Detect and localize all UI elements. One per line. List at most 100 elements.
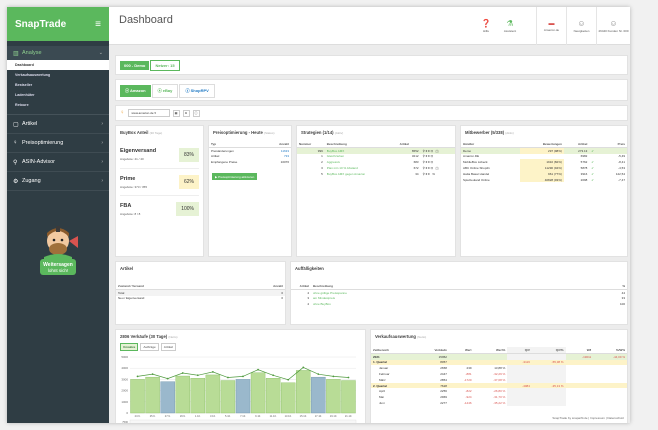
activate-price-opt-button[interactable]: ▶ Preisoptimierung aktivieren [212,173,258,181]
table-row[interactable]: März 2854 -1720 -37,68 % [371,376,627,383]
table-row[interactable]: Amazon.DE 6982 -5,49 [461,154,627,160]
trend-point[interactable] [166,377,169,380]
plan-netzer-tab[interactable]: Netzer: 15 [150,60,180,71]
nav-item-retoure[interactable]: Retoure [15,103,29,107]
trend-point[interactable] [257,368,259,371]
row-actions[interactable]: ⚲ € € ⛭ [422,154,434,159]
nav-item-ladenhueter[interactable]: Ladenhüter [15,93,35,97]
table-row[interactable]: Juni 2277 -1446 -35,22 % [371,400,627,406]
cell-val: -1720 [463,377,472,382]
plan-demo-tab[interactable]: 000 - Demo [120,61,150,70]
assistant-button[interactable]: ⚗ Assistent [498,7,522,45]
row-actions[interactable]: ⚲ € € ⛭ ⓘ [422,166,439,171]
nav-group-artikel[interactable]: ▢ Artikel › [7,115,109,134]
trend-point[interactable] [317,373,320,376]
domain-copy-icon[interactable]: ⧉ [182,109,190,117]
nav-group-analyse[interactable]: ▥ Analyse ⌄ [7,46,109,60]
nav-group-asin-advisor[interactable]: ⚲ ASIN-Advisor › [7,153,109,172]
table-row[interactable]: Januar 2658 239 13,88 % [371,365,627,372]
nav-item-bestseller[interactable]: Bestseller [15,83,33,87]
trend-point[interactable] [196,374,199,377]
account-button[interactable]: ☺ 26440 Kunden Nr. 000 [596,7,630,45]
table-row[interactable]: Spielzeuland Online 40828 (93%) 2098 ✔ -7,47 [461,176,627,183]
chart-bar[interactable] [311,376,326,414]
row-actions[interactable]: ⚲ € € ⛭ ⓘ [422,148,439,153]
table-row[interactable]: Demo 297 (98%) 273.13 ✔ [461,147,627,154]
chart-bar[interactable] [265,378,281,414]
table-row[interactable]: Februar 2447 -881 -32,29 % [371,371,627,377]
domain-info-icon[interactable]: ⓘ [192,109,200,117]
chart-bar[interactable] [160,381,175,414]
chart-bar[interactable] [130,379,145,414]
trend-point[interactable] [211,371,214,373]
chart-bar[interactable] [235,379,251,414]
table-row[interactable]: 3 am Mindestpreis 33 [291,296,627,302]
cell-anzahl[interactable]: 733 [283,154,289,159]
table-row[interactable]: 4 ohne gültige Preisspanne 44 [291,289,627,295]
chart-bar[interactable] [280,382,296,414]
chevron-down-icon: ⌄ [98,50,103,56]
trend-point[interactable] [227,376,229,379]
trend-point[interactable] [181,372,184,374]
marketplace-shop-tab[interactable]: ⓢ ShopRPV [179,84,215,98]
trend-point[interactable] [151,373,154,376]
table-row[interactable]: April 2256 -822 -26,80 % [371,388,627,395]
marketplace-ebay-tab[interactable]: ⓔ eBay [151,84,179,98]
trend-point[interactable] [302,366,305,369]
help-button[interactable]: ❓ Hilfe [474,7,498,45]
marketplace-amazon-tab[interactable]: ⓐ Amazon [120,85,151,97]
cell-anzahl[interactable]: 11633 [280,148,289,153]
table-row[interactable]: 1 Gleichziehen 3212 ⚲ € € ⛭ [297,154,455,160]
tab-umsaetze[interactable]: Umsätze [120,343,139,351]
table-row[interactable]: Mai 2969 -924 -31,70 % [371,394,627,401]
table-row[interactable]: 999 BuyBox AMX 6552 ⚲ € € ⛭ ⓘ [297,147,455,154]
trend-point[interactable] [332,375,335,378]
chart-bar[interactable] [296,370,311,414]
trend-point[interactable] [242,375,244,378]
row-actions[interactable]: ⚲ € € % [422,171,435,176]
chart-bar[interactable] [341,380,356,414]
table-row[interactable]: 2 Aggressiv 683 ⚲ € € ⛭ [297,159,455,165]
table-row[interactable]: 5 BuyBox AMX gegen Amazon 34 ⚲ € € % [297,171,455,177]
tab-artikel[interactable]: Artikel [160,343,177,351]
marketplace-button[interactable]: ▬ Amazon.de [536,7,566,45]
table-row[interactable]: 2021 15952 -19011 -44,09 % [371,353,627,360]
nav-group-preisoptimierung[interactable]: ♀ Preisoptimierung › [7,134,109,153]
tab-auftraege[interactable]: Aufträge [140,343,159,351]
nav-item-dashboard[interactable]: Dashboard [7,60,109,70]
chart-bar[interactable] [190,378,206,414]
trend-point[interactable] [347,376,350,379]
chart-bar[interactable] [205,374,221,414]
chart-bar[interactable] [145,376,160,414]
cell-wip [593,400,627,406]
table-row[interactable]: MobileBox Lübeck 1910 (82%) 5762 ✔ -8,41 [461,159,627,166]
table-row[interactable]: 2. Quartal 7628 -4084 -35,13 % [371,382,627,389]
table-row[interactable]: Hatta Basar Handel 961 (77%) 3916 ✔ 122,54 [461,170,627,177]
domain-grid-icon[interactable]: ▦ [172,109,180,117]
trend-point[interactable] [136,375,139,378]
chart-bar[interactable] [326,379,341,414]
nav-group-zugang[interactable]: ⚙ Zugang › [7,172,109,191]
x-tick-label: 19.10. [330,414,337,418]
news-button[interactable]: ☺ Neuigkeiten [566,7,596,45]
chart-bar[interactable] [250,372,266,414]
table-row[interactable]: 4 ohne BuyBox 100 [291,301,627,307]
trend-point[interactable] [287,378,290,381]
chart-bar[interactable] [175,375,190,414]
table-row[interactable]: 1. Quartal 8057 -3116 -55,38 % [371,359,627,366]
cell-desc: ohne BuyBox [313,302,331,307]
table-row[interactable]: 3 Plan min 10 % Abstand 672 ⚲ € € ⛭ ⓘ [297,165,455,171]
trend-point[interactable] [272,374,275,377]
referral-mascot[interactable]: Weitersagen lohnt sich! [34,223,82,279]
domain-select[interactable]: www.amazon.de ▾ [127,109,170,117]
nav-item-verkaufsauswertung[interactable]: Verkaufsauswertung [15,73,51,77]
row-actions[interactable]: ⚲ € € ⛭ [422,160,434,165]
issues-table: Artikel Beschreibung% 4 ohne gültige Preis… [291,283,627,307]
table-row[interactable]: ABC Online Shop21 11290 (94%) 5878 ✔ -4,53 [461,165,627,171]
cell-desc: Aggressiv [326,160,340,165]
activate-label: Preisoptimierung aktivieren [218,174,255,179]
brand-logo[interactable]: SnapTrade [15,18,67,30]
chart-bar[interactable] [220,380,236,414]
menu-toggle-icon[interactable]: ≡ [95,18,101,30]
cell-name: ABC Online Shop21 [463,166,490,171]
